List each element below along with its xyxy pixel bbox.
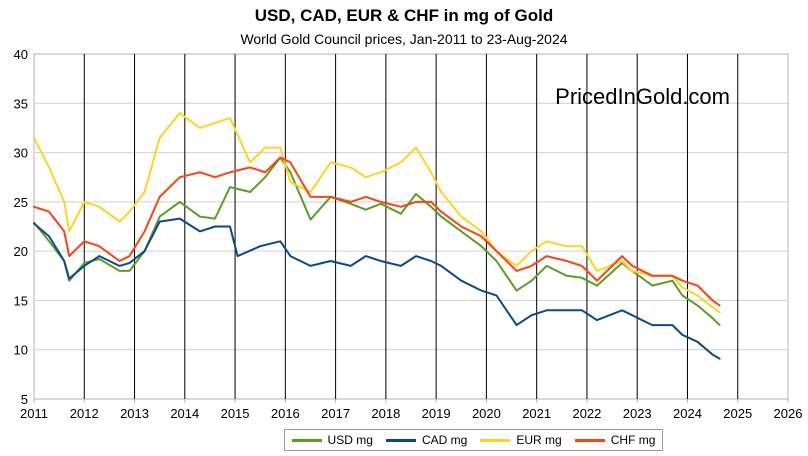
x-tick-label: 2019 bbox=[422, 406, 451, 421]
x-tick-label: 2020 bbox=[472, 406, 501, 421]
legend-swatch-chf bbox=[574, 438, 605, 442]
legend-item-usd: USD mg bbox=[291, 433, 373, 447]
y-axis: 5 10 15 20 25 30 35 40 bbox=[14, 47, 28, 407]
vertical-gridlines bbox=[33, 54, 789, 403]
x-tick-label: 2014 bbox=[170, 406, 199, 421]
plot-area bbox=[33, 53, 789, 400]
x-tick-label: 2024 bbox=[673, 406, 702, 421]
chart-subtitle: World Gold Council prices, Jan-2011 to 2… bbox=[240, 31, 568, 47]
x-tick-label: 2012 bbox=[70, 406, 99, 421]
legend-label-eur: EUR mg bbox=[516, 433, 562, 447]
y-tick-label: 20 bbox=[14, 244, 28, 259]
series-line-chf bbox=[33, 156, 721, 307]
y-tick-label: 40 bbox=[14, 47, 28, 62]
y-tick-label: 25 bbox=[14, 195, 28, 210]
x-tick-label: 2022 bbox=[572, 406, 601, 421]
legend-swatch-cad bbox=[385, 438, 416, 442]
legend-label-usd: USD mg bbox=[327, 433, 373, 447]
chart-title: USD, CAD, EUR & CHF in mg of Gold bbox=[254, 6, 554, 25]
x-tick-label: 2025 bbox=[723, 406, 752, 421]
series-line-usd bbox=[33, 156, 721, 327]
legend-label-cad: CAD mg bbox=[421, 433, 468, 447]
x-tick-label: 2017 bbox=[321, 406, 350, 421]
x-tick-label: 2026 bbox=[774, 406, 803, 421]
y-tick-label: 5 bbox=[21, 392, 28, 407]
x-axis: 2011 2012 2013 2014 2015 2016 2017 2018 2019 2020… bbox=[20, 406, 802, 421]
x-tick-label: 2021 bbox=[522, 406, 551, 421]
y-tick-label: 35 bbox=[14, 96, 28, 111]
watermark: PricedInGold.com bbox=[555, 84, 730, 109]
x-tick-label: 2015 bbox=[221, 406, 250, 421]
legend-item-eur: EUR mg bbox=[480, 433, 562, 447]
series-layer bbox=[33, 112, 721, 360]
series-line-cad bbox=[33, 217, 721, 360]
legend-swatch-usd bbox=[291, 438, 322, 442]
series-line-eur bbox=[33, 112, 721, 314]
x-tick-label: 2018 bbox=[371, 406, 400, 421]
x-tick-label: 2016 bbox=[271, 406, 300, 421]
legend: USD mg CAD mg EUR mg CHF mg bbox=[284, 429, 663, 451]
legend-item-cad: CAD mg bbox=[385, 433, 468, 447]
legend-swatch-eur bbox=[480, 438, 511, 442]
y-tick-label: 15 bbox=[14, 293, 28, 308]
legend-item-chf: CHF mg bbox=[574, 433, 656, 447]
legend-label-chf: CHF mg bbox=[610, 433, 656, 447]
y-tick-label: 30 bbox=[14, 146, 28, 161]
x-tick-label: 2013 bbox=[120, 406, 149, 421]
x-tick-label: 2023 bbox=[623, 406, 652, 421]
y-tick-label: 10 bbox=[14, 343, 28, 358]
x-tick-label: 2011 bbox=[20, 406, 48, 421]
